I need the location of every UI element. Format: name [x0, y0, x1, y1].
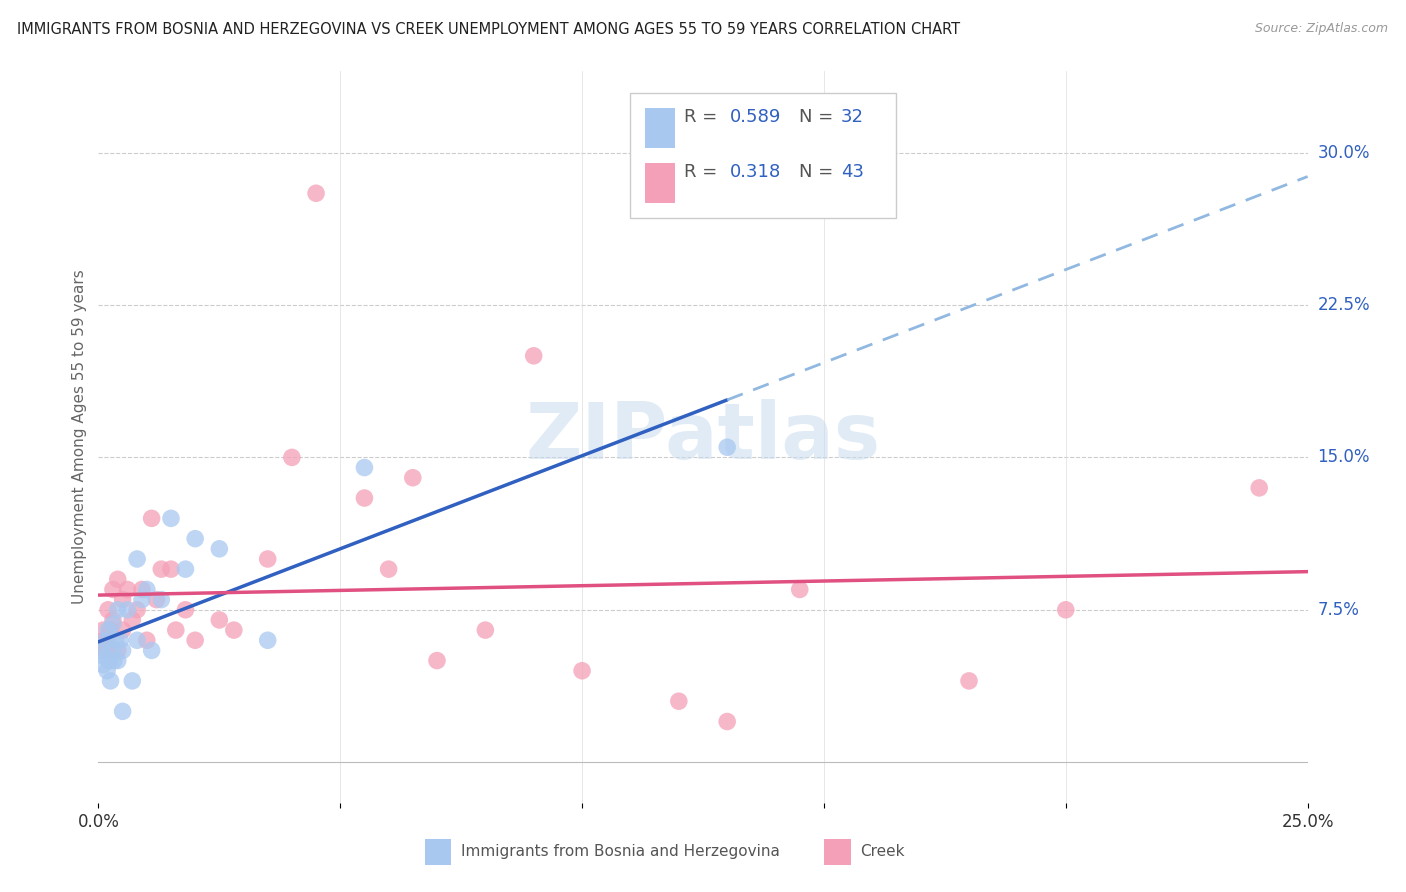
Point — [135, 582, 157, 597]
Text: 15.0%: 15.0% — [1317, 449, 1369, 467]
Text: Source: ZipAtlas.com: Source: ZipAtlas.com — [1254, 22, 1388, 36]
Bar — [645, 162, 675, 203]
Point — [91, 657, 114, 672]
Point — [160, 511, 183, 525]
Bar — [630, 94, 897, 218]
Point — [127, 633, 149, 648]
Text: 30.0%: 30.0% — [1317, 144, 1369, 161]
Point — [174, 562, 197, 576]
Point — [957, 673, 980, 688]
Text: ZIPatlas: ZIPatlas — [526, 399, 880, 475]
Point — [1249, 481, 1271, 495]
Point — [474, 623, 496, 637]
Point — [256, 552, 278, 566]
Point — [91, 643, 114, 657]
Point — [98, 654, 121, 668]
Text: 0.318: 0.318 — [730, 163, 780, 181]
Text: IMMIGRANTS FROM BOSNIA AND HERZEGOVINA VS CREEK UNEMPLOYMENT AMONG AGES 55 TO 59: IMMIGRANTS FROM BOSNIA AND HERZEGOVINA V… — [17, 22, 960, 37]
Point — [107, 603, 129, 617]
Point — [107, 654, 129, 668]
Point — [117, 603, 139, 617]
Point — [141, 643, 163, 657]
Point — [131, 582, 153, 597]
Point — [96, 664, 118, 678]
Point — [184, 532, 207, 546]
Point — [111, 592, 134, 607]
Point — [101, 613, 124, 627]
Text: 32: 32 — [841, 108, 863, 126]
Text: 0.589: 0.589 — [730, 108, 780, 126]
Point — [402, 471, 425, 485]
Point — [571, 664, 593, 678]
Text: Creek: Creek — [860, 845, 904, 859]
Point — [208, 541, 231, 556]
Point — [353, 460, 375, 475]
Text: 22.5%: 22.5% — [1317, 296, 1369, 314]
Point — [208, 613, 231, 627]
Point — [121, 613, 143, 627]
Point — [93, 633, 115, 648]
Point — [100, 623, 122, 637]
Point — [281, 450, 304, 465]
Bar — [824, 839, 851, 865]
Point — [668, 694, 690, 708]
Text: R =: R = — [683, 108, 723, 126]
Point — [94, 643, 117, 657]
Point — [94, 633, 117, 648]
Point — [121, 673, 143, 688]
Point — [184, 633, 207, 648]
Point — [131, 592, 153, 607]
Point — [716, 714, 738, 729]
Point — [107, 643, 129, 657]
Text: N =: N = — [799, 108, 838, 126]
Text: Immigrants from Bosnia and Herzegovina: Immigrants from Bosnia and Herzegovina — [461, 845, 780, 859]
Point — [174, 603, 197, 617]
Point — [127, 603, 149, 617]
Point — [93, 649, 115, 664]
Point — [117, 582, 139, 597]
Point — [103, 654, 125, 668]
Point — [716, 440, 738, 454]
Text: N =: N = — [799, 163, 838, 181]
Point — [108, 633, 131, 648]
Y-axis label: Unemployment Among Ages 55 to 59 years: Unemployment Among Ages 55 to 59 years — [72, 269, 87, 605]
Bar — [425, 839, 451, 865]
Point — [789, 582, 811, 597]
Point — [222, 623, 245, 637]
Point — [150, 592, 173, 607]
Point — [145, 592, 167, 607]
Point — [101, 643, 124, 657]
Point — [91, 637, 114, 651]
Point — [305, 186, 328, 201]
Point — [353, 491, 375, 505]
Point — [97, 623, 120, 637]
Point — [523, 349, 546, 363]
Bar — [645, 108, 675, 148]
Point — [256, 633, 278, 648]
Point — [101, 617, 124, 632]
Point — [160, 562, 183, 576]
Point — [101, 582, 124, 597]
Point — [141, 511, 163, 525]
Point — [127, 552, 149, 566]
Point — [165, 623, 187, 637]
Text: 7.5%: 7.5% — [1317, 601, 1360, 619]
Point — [150, 562, 173, 576]
Point — [97, 633, 120, 648]
Point — [135, 633, 157, 648]
Text: 43: 43 — [841, 163, 863, 181]
Point — [104, 633, 127, 648]
Point — [107, 572, 129, 586]
Point — [426, 654, 449, 668]
Point — [111, 705, 134, 719]
Point — [111, 643, 134, 657]
Point — [111, 623, 134, 637]
Point — [91, 623, 114, 637]
Text: R =: R = — [683, 163, 723, 181]
Point — [100, 673, 122, 688]
Point — [97, 603, 120, 617]
Point — [1054, 603, 1077, 617]
Point — [377, 562, 399, 576]
